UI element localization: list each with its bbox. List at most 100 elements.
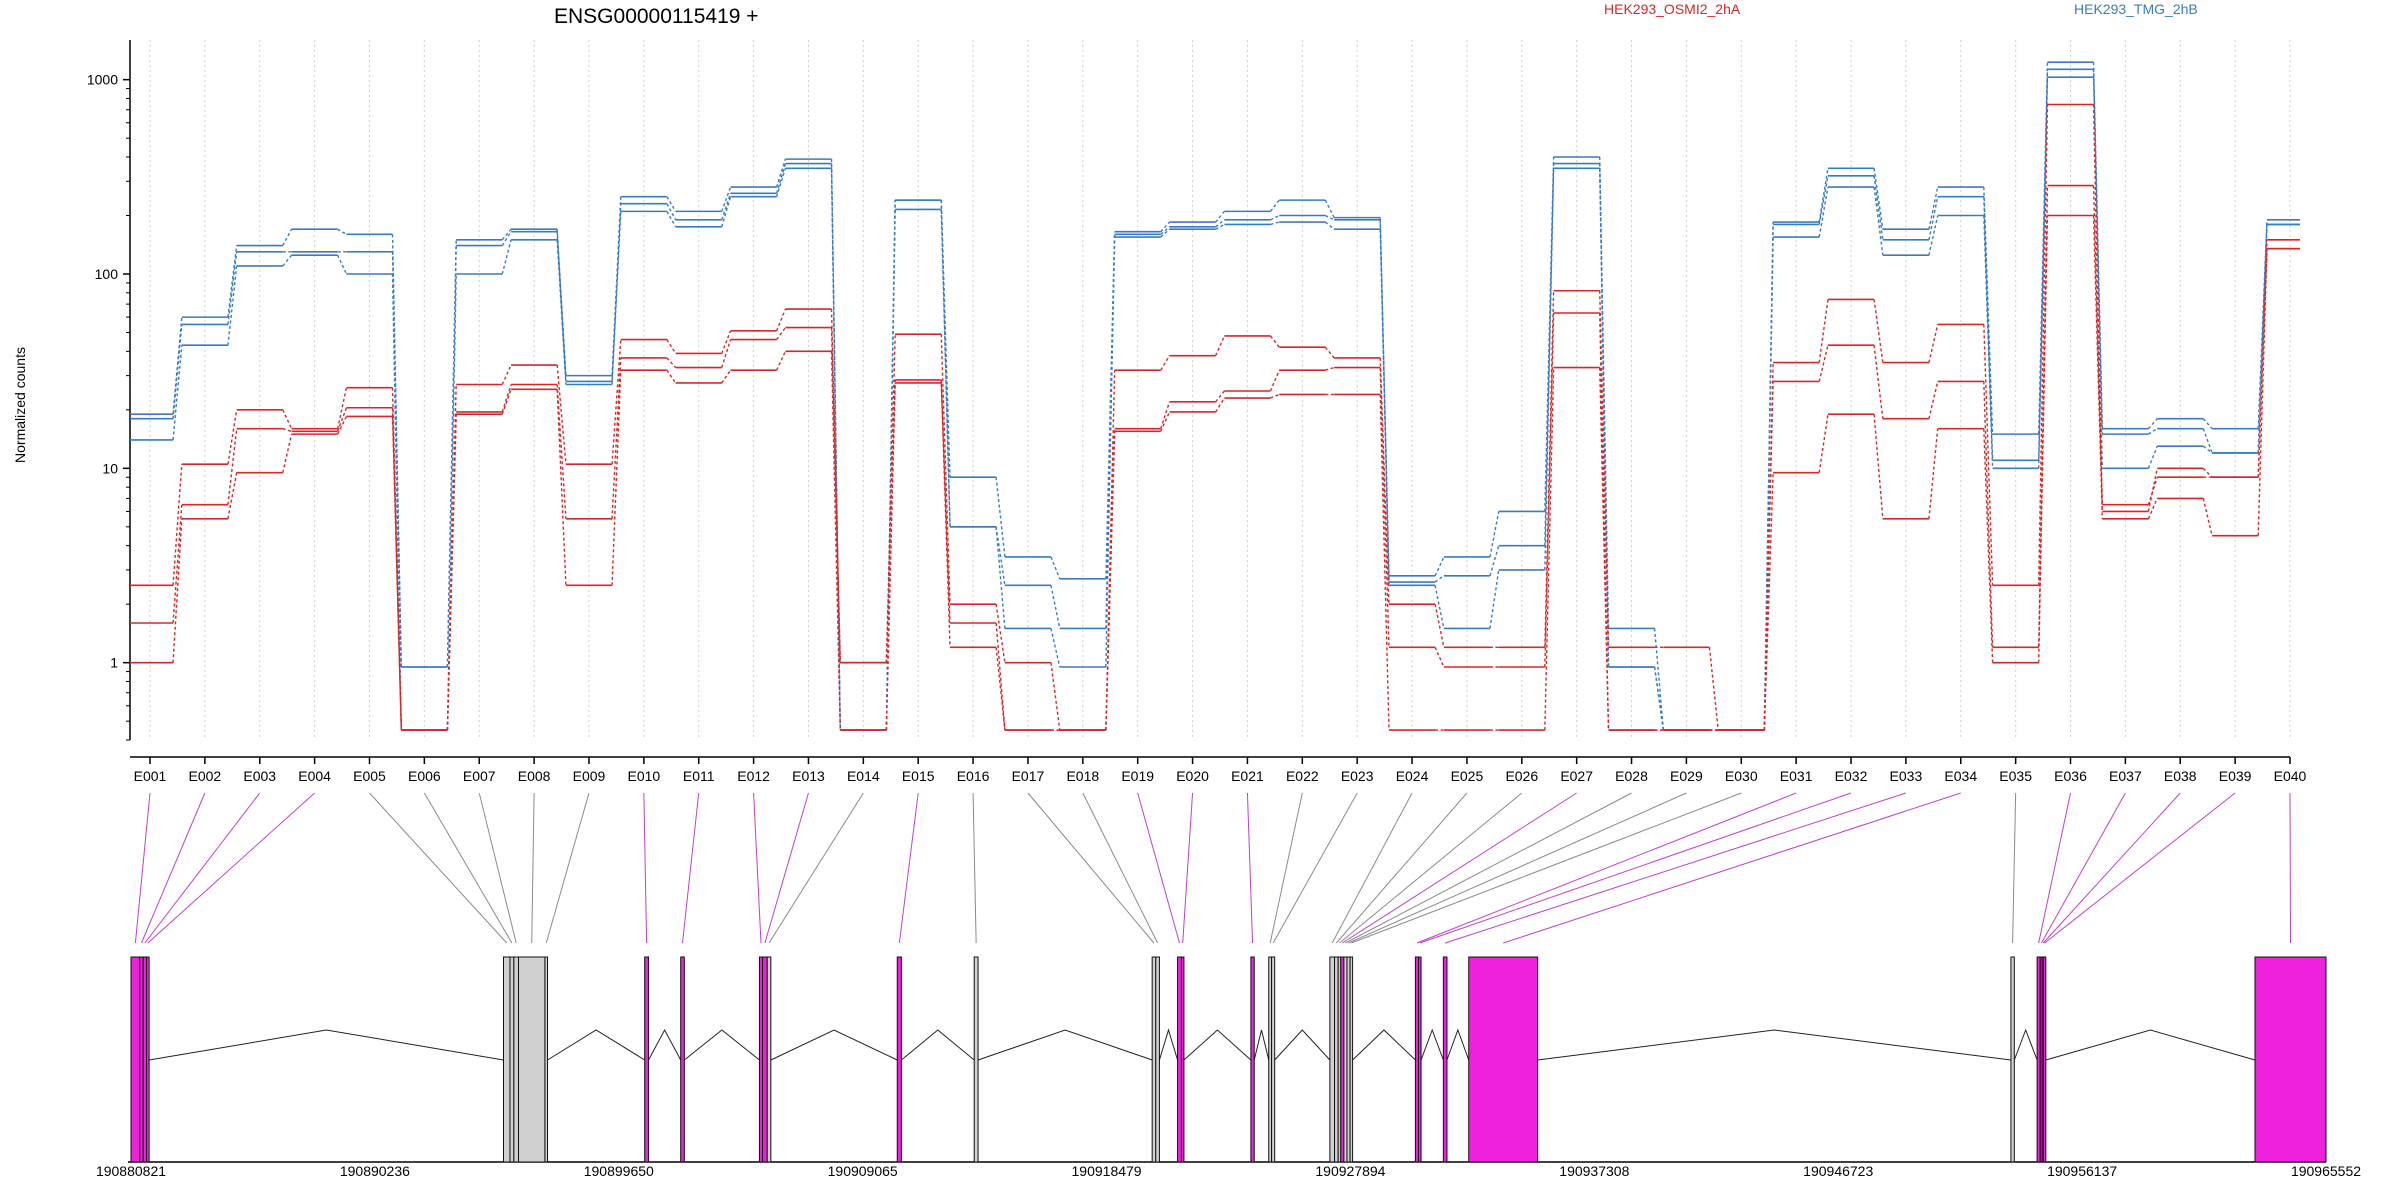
exon-connector <box>134 792 151 944</box>
series-transition <box>721 339 732 368</box>
exon-connector <box>1331 792 1413 944</box>
genome-coordinate-label: 190918479 <box>1072 1163 1142 1179</box>
exon-block <box>896 956 902 1163</box>
series-transition <box>2202 418 2213 430</box>
y-tick-label: 1 <box>110 655 118 671</box>
exon-connector <box>1137 792 1180 944</box>
exon-connector <box>972 792 977 944</box>
x-tick-label: E030 <box>1725 768 1758 784</box>
x-tick-label: E008 <box>518 768 551 784</box>
exon-connector <box>1351 792 1742 944</box>
exon-block <box>1155 956 1160 1163</box>
exon-block <box>1329 956 1336 1163</box>
x-tick-label: E033 <box>1890 768 1923 784</box>
series-transition <box>1270 393 1280 399</box>
exon-connector <box>2044 792 2236 944</box>
intron-line <box>1183 1029 1252 1061</box>
exon-connector <box>2042 792 2181 944</box>
series-transition <box>721 193 732 221</box>
series-transition <box>666 357 677 369</box>
intron-line <box>977 1029 1153 1061</box>
intron-line <box>648 1028 682 1061</box>
series-transition <box>556 389 567 586</box>
series-transition <box>1215 397 1225 413</box>
series-transition <box>2037 104 2049 586</box>
intron-line <box>1158 1028 1179 1061</box>
x-tick-label: E013 <box>792 768 825 784</box>
intron-line <box>684 1029 760 1061</box>
series-transition <box>1928 381 1939 419</box>
series-transition <box>666 339 677 354</box>
series-transition <box>995 647 1006 731</box>
series-transition <box>2037 77 2049 469</box>
series-transition <box>885 382 896 731</box>
x-tick-label: E002 <box>189 768 222 784</box>
series-transition <box>446 273 457 731</box>
series-transition <box>282 433 293 473</box>
series-transition <box>1379 394 1390 731</box>
exon-connector <box>1445 792 1907 944</box>
x-tick-label: E028 <box>1615 768 1648 784</box>
x-tick-label: E003 <box>243 768 276 784</box>
series-transition <box>666 196 677 212</box>
series-transition <box>1105 236 1116 668</box>
series-transition <box>2092 215 2104 519</box>
legend-item-osmi: HEK293_OSMI2_2hA <box>1604 1 1741 17</box>
exon-block <box>1180 956 1185 1163</box>
exon-connectors <box>134 792 2291 944</box>
exon-block <box>2010 956 2015 1163</box>
exon-block <box>1349 956 1354 1163</box>
series-transition <box>1215 219 1225 228</box>
series-transition <box>1270 221 1280 226</box>
intron-line <box>1420 1028 1444 1061</box>
chart-title: ENSG00000115419 + <box>554 5 759 28</box>
x-tick-label: E029 <box>1670 768 1703 784</box>
series-transition <box>391 407 403 731</box>
exon-block <box>1250 956 1255 1163</box>
intron-line <box>2013 1028 2038 1061</box>
exon-block <box>502 956 511 1163</box>
exon-connector <box>1419 792 1852 944</box>
series-transition <box>1269 335 1280 348</box>
series-transition <box>227 265 238 346</box>
series-lines <box>130 61 2300 731</box>
exon-connector <box>531 792 535 944</box>
series-transition <box>501 389 512 415</box>
series-transition <box>2092 104 2104 512</box>
series-transition <box>1215 223 1225 230</box>
series-transition <box>1928 428 1939 519</box>
series-transition <box>1818 168 1829 223</box>
intron-line <box>149 1029 504 1061</box>
series-transition <box>1160 411 1171 432</box>
intron-line <box>901 1029 975 1061</box>
exon-connector <box>2012 792 2017 944</box>
series-transition <box>1105 231 1116 579</box>
series-transition <box>556 384 567 519</box>
exon-block <box>1271 956 1276 1163</box>
gene-model: 190880821 190890236 190899650 190909065 1909… <box>96 956 2361 1179</box>
series-transition <box>1105 431 1116 731</box>
series-transition <box>940 200 951 527</box>
series-transition <box>611 339 622 465</box>
intron-line <box>1274 1029 1331 1061</box>
series-transition <box>2202 445 2213 454</box>
exon-block <box>130 956 141 1163</box>
exon-connector <box>147 792 315 944</box>
x-tick-label: E039 <box>2219 768 2252 784</box>
series-transition <box>1928 324 1939 363</box>
exon-connector <box>2041 792 2126 944</box>
series-transition <box>775 168 787 197</box>
intron-line <box>547 1029 645 1061</box>
series-transition <box>391 416 403 731</box>
x-tick-label: E037 <box>2109 768 2142 784</box>
exon-connector <box>423 792 513 944</box>
series-transition <box>666 203 677 221</box>
exon-block <box>142 956 148 1163</box>
series-transition <box>337 407 348 432</box>
series-transition <box>1160 228 1170 238</box>
series-transition <box>1544 367 1555 731</box>
series-transition <box>1324 346 1335 359</box>
x-tick-label: E020 <box>1176 768 1209 784</box>
x-tick-label: E021 <box>1231 768 1264 784</box>
series-transition <box>611 211 622 385</box>
